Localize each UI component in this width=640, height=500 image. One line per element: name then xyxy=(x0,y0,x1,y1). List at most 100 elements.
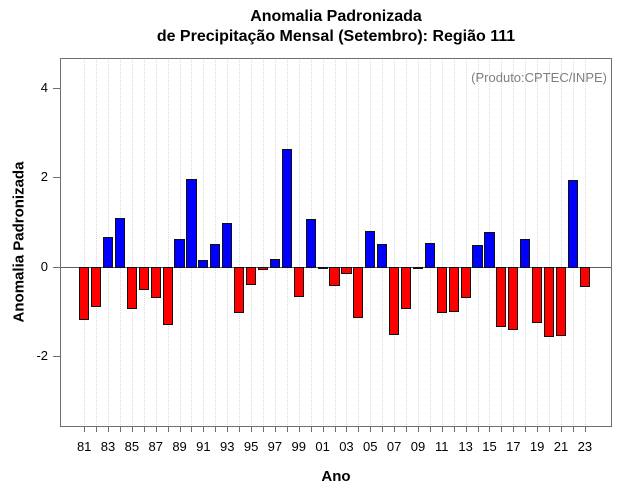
x-axis-tick-2013 xyxy=(465,427,467,432)
x-axis-tick-label-2007: 07 xyxy=(386,439,402,454)
bar-2013 xyxy=(460,266,471,299)
x-axis-tick-label-1999: 99 xyxy=(291,439,306,454)
x-axis-tick-1983 xyxy=(108,427,110,432)
gridline-2009 xyxy=(417,58,419,427)
x-axis-tick-1987 xyxy=(155,427,157,432)
x-axis-tick-label-1991: 91 xyxy=(196,439,211,454)
y-axis-tick-label-2: 2 xyxy=(40,169,48,185)
bar-2005 xyxy=(365,230,376,268)
x-axis-tick-label-2015: 15 xyxy=(482,439,497,454)
bar-2021 xyxy=(555,266,567,336)
bar-2019 xyxy=(532,266,543,324)
x-axis-tick-label-1989: 89 xyxy=(172,439,187,454)
gridline-2003 xyxy=(346,58,348,427)
gridline-1994 xyxy=(239,58,241,427)
bar-1988 xyxy=(162,266,173,325)
bar-2009 xyxy=(412,266,424,269)
x-axis-tick-label-2003: 03 xyxy=(339,439,354,454)
bar-1998 xyxy=(281,149,292,268)
x-axis-tick-label-2011: 11 xyxy=(435,439,449,454)
x-axis-tick-2020 xyxy=(549,427,551,432)
bar-1982 xyxy=(91,266,102,307)
x-axis-tick-2008 xyxy=(406,427,408,432)
x-axis-tick-1995 xyxy=(251,427,253,432)
bar-2000 xyxy=(305,219,316,268)
x-axis-tick-1991 xyxy=(203,427,205,432)
gridline-1982 xyxy=(96,58,98,427)
chart-title-line2: de Precipitação Mensal (Setembro): Regiã… xyxy=(156,28,516,45)
annotation-produto: (Produto:CPTEC/INPE) xyxy=(471,70,607,85)
bar-1984 xyxy=(114,218,126,268)
x-axis-tick-1985 xyxy=(131,427,133,432)
x-axis-tick-2016 xyxy=(501,427,503,432)
x-axis-tick-label-2001: 01 xyxy=(315,439,330,454)
y-axis-tick-label-4: 4 xyxy=(40,80,48,96)
chart-title-line1: Anomalia Padronizada xyxy=(250,8,422,25)
x-axis-tick-2019 xyxy=(537,427,539,432)
bar-2001 xyxy=(317,266,328,269)
x-axis-tick-2021 xyxy=(561,427,562,432)
x-axis-tick-label-1981: 81 xyxy=(76,439,92,454)
x-axis-tick-2010 xyxy=(429,427,431,432)
bar-2002 xyxy=(329,266,340,286)
x-axis-tick-2015 xyxy=(489,427,491,432)
x-axis-tick-1981 xyxy=(84,427,86,432)
bar-1990 xyxy=(186,179,197,268)
bar-2014 xyxy=(472,244,483,268)
gridline-1996 xyxy=(263,58,264,427)
bar-2007 xyxy=(389,266,400,336)
gridline-1987 xyxy=(155,58,157,427)
gridline-2013 xyxy=(465,58,467,427)
bar-2020 xyxy=(543,266,555,337)
bar-1995 xyxy=(245,266,257,285)
x-axis-tick-label-2023: 23 xyxy=(577,439,593,454)
gridline-2011 xyxy=(441,58,443,427)
x-axis-tick-2011 xyxy=(441,427,443,432)
x-axis-tick-2022 xyxy=(572,427,574,432)
x-axis-tick-label-2009: 09 xyxy=(410,439,426,454)
x-axis-tick-label-1995: 95 xyxy=(243,439,259,454)
x-axis-tick-2000 xyxy=(310,427,312,432)
x-axis-title: Ano xyxy=(321,468,351,485)
x-axis-tick-1982 xyxy=(96,427,98,432)
bar-2006 xyxy=(377,243,388,268)
bar-2012 xyxy=(448,266,459,312)
gridline-2017 xyxy=(513,58,515,427)
bar-1986 xyxy=(138,266,149,290)
x-axis-tick-2012 xyxy=(453,427,455,432)
x-axis-tick-2018 xyxy=(525,427,527,432)
bar-1994 xyxy=(234,266,245,313)
bar-1997 xyxy=(269,259,280,268)
gridline-1981 xyxy=(84,58,86,427)
gridline-1995 xyxy=(251,58,253,427)
x-axis-tick-label-1993: 93 xyxy=(220,439,235,454)
x-axis-tick-2006 xyxy=(382,427,384,432)
y-axis-title: Anomalia Padronizada xyxy=(10,161,28,323)
gridline-2014 xyxy=(477,58,479,427)
bar-2017 xyxy=(508,266,519,330)
gridline-1985 xyxy=(131,58,133,427)
x-axis-tick-1997 xyxy=(274,427,276,432)
bar-2023 xyxy=(579,266,590,287)
bar-1991 xyxy=(198,259,209,268)
bar-1992 xyxy=(210,244,221,268)
x-axis-tick-1994 xyxy=(239,427,241,432)
x-axis-tick-2005 xyxy=(370,427,372,432)
bar-2022 xyxy=(567,180,578,268)
bar-2018 xyxy=(520,238,531,268)
bar-1996 xyxy=(257,266,269,270)
x-axis-tick-2007 xyxy=(394,427,396,432)
gridline-2006 xyxy=(382,58,384,427)
bar-2011 xyxy=(436,266,447,313)
gridline-2001 xyxy=(322,58,324,427)
plot-area xyxy=(60,58,612,427)
x-axis-tick-1998 xyxy=(286,427,288,432)
bar-1985 xyxy=(126,266,137,310)
x-axis-tick-1986 xyxy=(143,427,145,432)
gridline-1991 xyxy=(203,58,205,427)
bar-2008 xyxy=(400,266,412,310)
x-axis-tick-2002 xyxy=(334,427,336,432)
bar-2016 xyxy=(496,266,507,327)
y-axis-tick-2 xyxy=(53,177,60,179)
x-axis-tick-2001 xyxy=(322,427,324,432)
